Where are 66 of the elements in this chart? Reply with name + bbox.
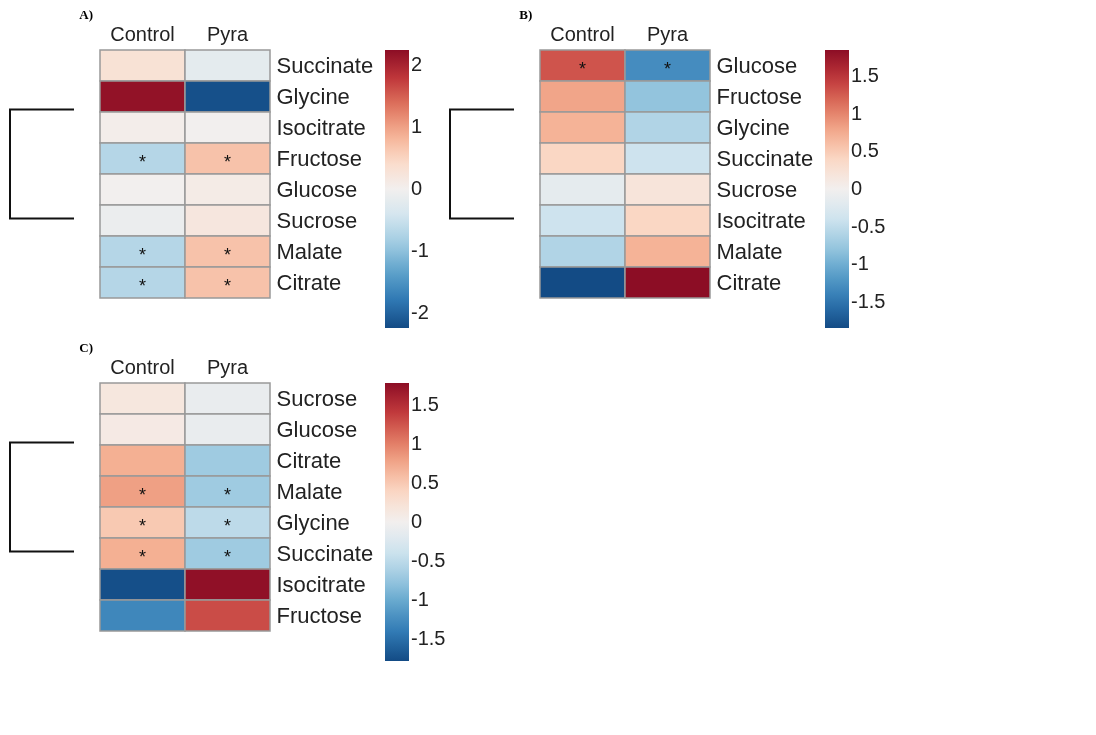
data-label: * (223, 546, 232, 567)
color-bar-label: 1 (411, 115, 423, 138)
y-tick-label: Succinate (276, 540, 374, 566)
chart-title: C) (79, 340, 93, 355)
x-tick-label: Pyra (206, 22, 249, 45)
data-label: * (138, 546, 147, 567)
color-bar-label: 0 (851, 177, 863, 199)
y-tick-label: Citrate (276, 447, 342, 473)
color-bar-label: 1.5 (411, 392, 439, 415)
data-label: * (223, 484, 232, 505)
data-label: * (138, 484, 147, 505)
y-tick-label: Succinate (716, 145, 814, 171)
color-bar-label: 2 (411, 53, 423, 76)
color-bar-label: 1.5 (851, 64, 879, 87)
color-bar-label: -2 (411, 300, 429, 323)
y-tick-label: Glucose (716, 52, 798, 78)
color-bar-label: -0.5 (411, 549, 446, 572)
y-tick-label: Fructose (276, 145, 363, 171)
y-tick-label: Glucose (276, 176, 358, 202)
chart-title: B) (519, 7, 533, 22)
color-bar-label: -1 (851, 252, 869, 275)
data-label: * (223, 151, 232, 172)
color-bar-label: 1 (851, 101, 863, 124)
y-tick-label: Isocitrate (276, 114, 366, 140)
color-bar-label: 0 (411, 177, 423, 199)
color-bar-label: -1.5 (851, 289, 886, 312)
x-tick-label: Control (110, 355, 175, 378)
y-tick-label: Sucrose (716, 176, 798, 202)
y-tick-label: Citrate (276, 269, 342, 295)
color-bar-label: -1 (411, 238, 429, 261)
y-tick-label: Malate (276, 238, 343, 264)
y-tick-label: Sucrose (276, 385, 358, 411)
data-label: * (138, 244, 147, 265)
color-bar-label: 1 (411, 431, 423, 454)
color-bar-label: 0.5 (411, 470, 439, 493)
data-label: * (578, 58, 587, 79)
x-tick-label: Pyra (206, 355, 249, 378)
y-tick-label: Glycine (716, 114, 790, 140)
data-label: * (223, 275, 232, 296)
data-label: * (663, 58, 672, 79)
data-label: * (223, 515, 232, 536)
y-tick-label: Glycine (276, 83, 350, 109)
y-tick-label: Malate (276, 478, 343, 504)
y-tick-label: Isocitrate (716, 207, 806, 233)
color-bar-label: 0 (411, 510, 423, 532)
data-label: * (138, 275, 147, 296)
x-tick-label: Control (550, 22, 615, 45)
color-bar-label: -1.5 (411, 627, 446, 650)
y-tick-label: Citrate (716, 269, 782, 295)
y-tick-label: Sucrose (276, 207, 358, 233)
y-tick-label: Malate (716, 238, 783, 264)
color-bar-label: 0.5 (851, 139, 879, 162)
chart-title: A) (79, 7, 93, 22)
y-tick-label: Glycine (276, 509, 350, 535)
data-label: * (138, 151, 147, 172)
y-tick-label: Fructose (716, 83, 803, 109)
color-bar-label: -1 (411, 588, 429, 611)
y-tick-label: Fructose (276, 602, 363, 628)
y-tick-label: Isocitrate (276, 571, 366, 597)
y-tick-label: Succinate (276, 52, 374, 78)
data-label: * (223, 244, 232, 265)
x-tick-label: Control (110, 22, 175, 45)
x-tick-label: Pyra (646, 22, 689, 45)
data-label: * (138, 515, 147, 536)
y-tick-label: Glucose (276, 416, 358, 442)
color-bar-label: -0.5 (851, 214, 886, 237)
